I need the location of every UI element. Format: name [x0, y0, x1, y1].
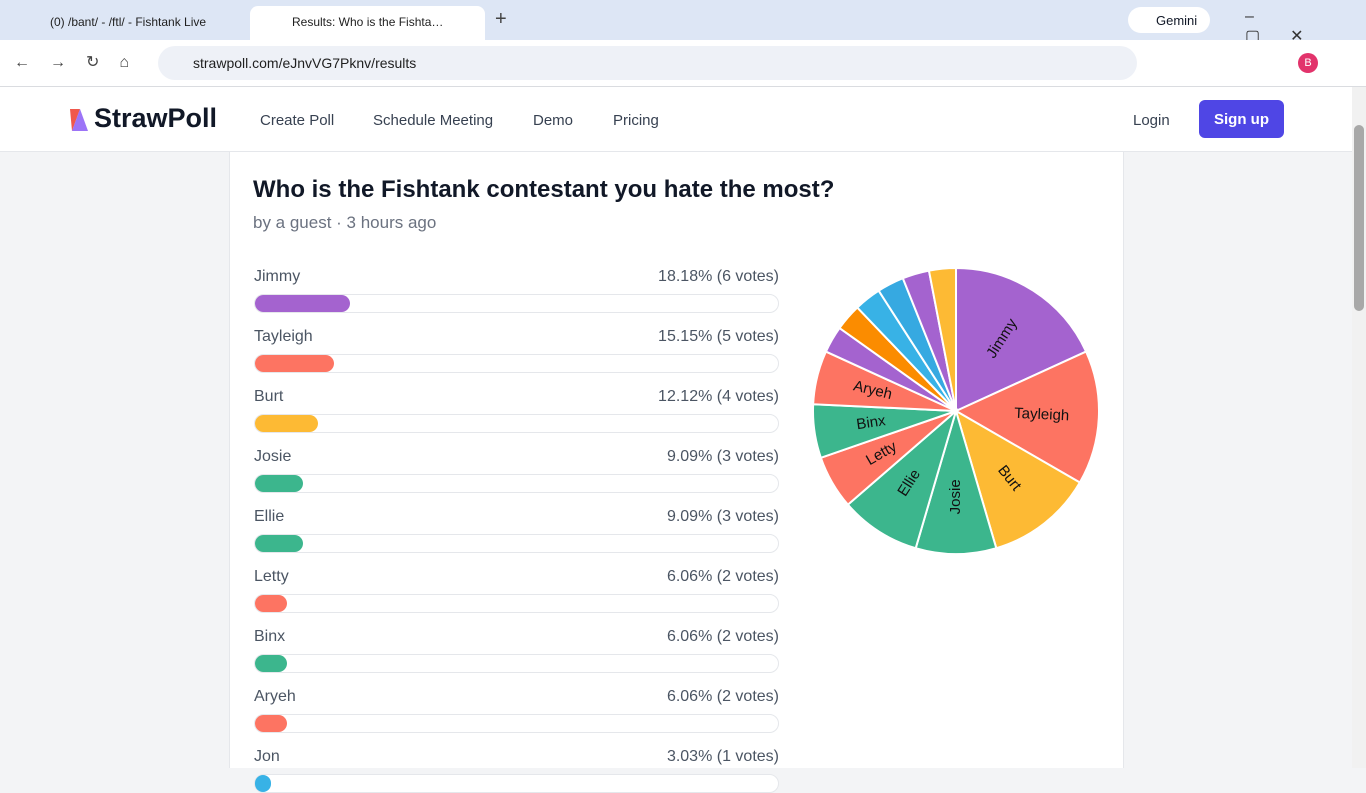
pie-label: Tayleigh: [1014, 405, 1070, 425]
pie-label: Josie: [947, 479, 964, 514]
url-field[interactable]: strawpoll.com/eJnvVG7Pknv/results: [158, 46, 1137, 80]
option-name: Josie: [254, 448, 292, 465]
logo-icon: [70, 109, 88, 131]
pie-label: Binx: [855, 412, 887, 433]
poll-card: Who is the Fishtank contestant you hate …: [229, 152, 1124, 793]
option-name: Burt: [254, 388, 284, 405]
bar-track: [254, 714, 779, 733]
nav-link[interactable]: Demo: [533, 112, 574, 129]
bar-track: [254, 294, 779, 313]
bar-track: [254, 654, 779, 673]
option-name: Aryeh: [254, 688, 296, 705]
option-result: 18.18% (6 votes): [658, 268, 779, 285]
option-result: 3.03% (1 votes): [666, 748, 779, 765]
tab[interactable]: (0) /bant/ - /ftl/ - Fishtank Live: [50, 15, 207, 29]
bar: [255, 355, 335, 372]
option-result: 12.12% (4 votes): [658, 388, 779, 405]
nav-link[interactable]: Pricing: [613, 112, 659, 129]
nav-link[interactable]: Schedule Meeting: [373, 112, 494, 129]
profile[interactable]: B: [1298, 53, 1318, 73]
bar: [255, 415, 319, 432]
option-name: Jon: [254, 748, 280, 765]
option-name: Tayleigh: [254, 328, 313, 345]
option-name: Letty: [254, 568, 289, 585]
pie-slice: [846, 408, 958, 550]
option-result: 6.06% (2 votes): [666, 688, 779, 705]
logo[interactable]: StrawPoll: [94, 103, 218, 133]
option-name: Jimmy: [254, 268, 301, 285]
pie-slice: [953, 350, 1100, 484]
gemini-button[interactable]: Gemini: [1128, 7, 1210, 33]
tab-active[interactable]: Results: Who is the Fishtank contestant …: [250, 6, 485, 40]
bar: [255, 595, 287, 612]
bar: [255, 475, 303, 492]
signup-button[interactable]: Sign up: [1199, 100, 1284, 138]
option-result: 15.15% (5 votes): [658, 328, 779, 345]
bar-track: [254, 774, 779, 793]
tab-bar: (0) /bant/ - /ftl/ - Fishtank Live Resul…: [0, 0, 1366, 45]
option-result: 9.09% (3 votes): [666, 508, 779, 525]
bar-track: [254, 474, 779, 493]
pie-slice: [914, 407, 998, 555]
login[interactable]: Login: [1133, 112, 1170, 129]
scrollbar: [1352, 87, 1366, 768]
poll-meta: by a guest · 3 hours ago: [253, 213, 437, 232]
poll-title: Who is the Fishtank contestant you hate …: [253, 176, 835, 203]
bar: [255, 715, 287, 732]
pie-slice: [927, 266, 957, 412]
bar: [255, 655, 287, 672]
bar-track: [254, 414, 779, 433]
pie-chart: JimmyTayleighBurtJosieEllieLettyBinxArye…: [812, 266, 1100, 555]
option-name: Binx: [254, 628, 286, 645]
scroll-thumb: [1354, 125, 1364, 311]
bar-track: [254, 534, 779, 553]
new-tab[interactable]: +: [495, 8, 507, 30]
bar: [255, 295, 351, 312]
site-header: StrawPoll Create Poll Schedule Meeting D…: [0, 87, 1352, 152]
bar: [255, 775, 271, 792]
option-result: 6.06% (2 votes): [666, 628, 779, 645]
nav-buttons[interactable]: ←→↻⌂: [14, 54, 150, 71]
option-result: 9.09% (3 votes): [666, 448, 779, 465]
bar: [255, 535, 303, 552]
bar-track: [254, 354, 779, 373]
nav-link[interactable]: Create Poll: [260, 112, 335, 129]
option-name: Ellie: [254, 508, 285, 525]
bar-track: [254, 594, 779, 613]
option-result: 6.06% (2 votes): [666, 568, 779, 585]
pie-slice: [955, 266, 1088, 413]
address-bar: ←→↻⌂ strawpoll.com/eJnvVG7Pknv/results B: [0, 40, 1366, 87]
